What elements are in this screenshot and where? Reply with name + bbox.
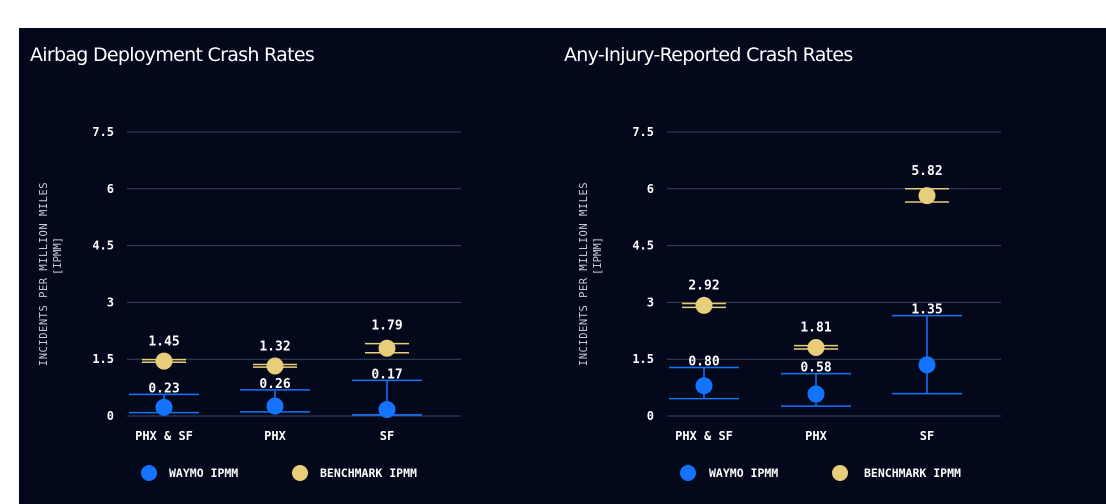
benchmark-point [918, 187, 936, 205]
y-tick-label: 7.5 [632, 125, 654, 139]
waymo-point [807, 385, 825, 403]
data-label: 0.58 [800, 361, 831, 376]
legend-waymo-marker [141, 465, 157, 481]
y-axis-label: INCIDENTS PER MILLION MILES [578, 182, 590, 366]
data-label: 0.17 [371, 367, 402, 382]
data-label: 1.81 [800, 321, 831, 336]
legend-waymo-label: WAYMO IPMM [169, 466, 238, 480]
chart-title-injury: Any-Injury-Reported Crash Rates [564, 44, 853, 66]
y-tick-label: 0 [647, 409, 654, 423]
x-tick-label: PHX [264, 429, 286, 443]
x-tick-label: PHX [805, 429, 827, 443]
legend-waymo-marker [680, 465, 696, 481]
y-tick-label: 3 [107, 295, 114, 309]
legend-benchmark-marker [832, 465, 848, 481]
chart-1: 0 1.5 3 4.5 6 7.5 INCIDENTS PER MILLION MILES[… [38, 125, 461, 481]
waymo-point [918, 356, 936, 374]
y-axis-label-unit: [IPMM] [52, 237, 64, 275]
y-tick-label: 0 [107, 409, 114, 423]
y-axis-label-unit: [IPMM] [592, 237, 604, 275]
data-label: 2.92 [688, 279, 719, 294]
y-tick-label: 6 [647, 182, 654, 196]
legend-benchmark-label: BENCHMARK IPMM [320, 466, 417, 480]
waymo-point [155, 398, 173, 416]
data-label: 0.23 [148, 381, 179, 396]
x-tick-label: SF [920, 429, 934, 443]
chart-panel: Airbag Deployment Crash Rates Any-Injury… [19, 28, 1106, 504]
y-tick-label: 1.5 [92, 352, 114, 366]
x-tick-label: PHX & SF [675, 429, 733, 443]
benchmark-point [155, 352, 173, 370]
y-tick-label: 6 [107, 182, 114, 196]
waymo-point [378, 401, 396, 419]
waymo-point [695, 377, 713, 395]
benchmark-point [266, 357, 284, 375]
x-tick-label: PHX & SF [135, 429, 193, 443]
y-tick-label: 7.5 [92, 125, 114, 139]
benchmark-point [695, 296, 713, 314]
data-label: 5.82 [911, 164, 942, 179]
chart-title-airbag: Airbag Deployment Crash Rates [30, 44, 315, 66]
data-label: 1.32 [259, 340, 290, 355]
y-tick-label: 1.5 [632, 352, 654, 366]
y-tick-label: 3 [647, 295, 654, 309]
y-tick-label: 4.5 [92, 239, 114, 253]
legend-benchmark-label: BENCHMARK IPMM [864, 466, 961, 480]
benchmark-point [378, 339, 396, 357]
chart-2: 0 1.5 3 4.5 6 7.5 INCIDENTS PER MILLION MILES[… [578, 125, 1001, 481]
data-label: 1.45 [148, 335, 179, 350]
y-tick-label: 4.5 [632, 239, 654, 253]
data-label: 0.80 [688, 355, 719, 370]
data-label: 0.26 [259, 377, 290, 392]
y-axis-label: INCIDENTS PER MILLION MILES [38, 182, 50, 366]
legend-waymo-label: WAYMO IPMM [709, 466, 778, 480]
x-tick-label: SF [380, 429, 394, 443]
data-label: 1.79 [371, 319, 402, 334]
benchmark-point [807, 338, 825, 356]
legend-benchmark-marker [292, 465, 308, 481]
waymo-point [266, 397, 284, 415]
data-label: 1.35 [911, 303, 942, 318]
